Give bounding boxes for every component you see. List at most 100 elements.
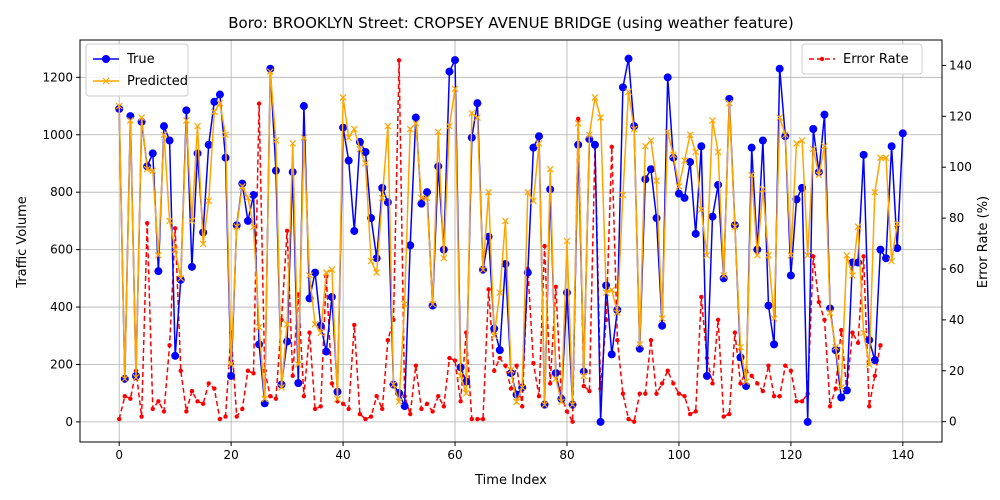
data-point [294,361,302,368]
data-point [204,140,213,149]
data-point [675,183,683,190]
data-point [401,300,409,308]
data-point [626,416,631,422]
data-point [893,220,901,228]
data-point [854,223,862,231]
data-point [708,212,717,221]
data-point [150,406,155,412]
data-point [865,361,873,368]
data-point [794,399,799,404]
y-tick-label-left: 400 [50,300,73,314]
data-point [361,147,370,156]
data-point [646,165,655,174]
x-tick-label: 0 [115,448,123,462]
data-point [837,393,846,402]
data-point [462,389,470,397]
data-point [849,272,856,279]
data-point [641,142,649,150]
data-point [205,197,213,205]
data-point [839,327,844,333]
data-point [877,154,884,162]
data-point [154,251,162,259]
data-point [475,416,480,422]
data-point [199,240,207,248]
data-point [597,114,604,121]
data-point [452,358,458,363]
data-point [534,132,543,141]
data-point [115,102,123,110]
data-point [245,368,251,373]
data-point [318,404,323,409]
data-point [816,299,822,305]
data-point [396,58,402,63]
data-point [400,402,409,411]
data-point [300,134,308,142]
data-point [468,109,476,117]
data-point [423,194,431,202]
data-point [383,198,392,207]
plot-frame [79,39,943,443]
x-tick-label: 40 [335,448,350,462]
legend-label: Error Rate [843,52,909,67]
data-point [352,322,357,328]
data-point [299,102,308,111]
data-point [244,194,252,202]
traffic-layer [115,54,907,426]
data-point [480,416,486,422]
data-point [187,262,196,271]
data-point [184,409,189,414]
data-point [200,401,206,407]
data-point [307,330,312,335]
data-point [255,340,264,349]
data-point [809,145,817,153]
data-point [703,251,711,259]
data-point [340,401,346,407]
data-point [234,414,239,419]
data-point [429,300,437,308]
data-point [283,337,292,346]
series-line [118,71,898,405]
x-tick-label: 120 [779,448,802,462]
axes: 0 20 40 60 80 100 120 140 0 200 400 600 800 1000 1200 0… [42,58,971,462]
data-point [820,110,829,119]
y-tick-label-right: 120 [949,109,972,123]
data-point [827,404,833,409]
data-point [149,167,157,175]
data-point [446,122,453,130]
data-point [581,383,586,389]
data-point [121,375,129,383]
data-point [356,145,364,153]
data-point [178,368,183,373]
data-point [699,294,704,300]
data-point [615,338,620,343]
x-tick-label: 100 [667,448,690,462]
data-point [737,343,744,351]
data-point [686,158,695,167]
data-point [495,346,504,355]
data-point [243,216,252,225]
data-point [284,228,290,234]
data-point [223,414,228,419]
data-point [624,54,633,63]
data-point [663,73,672,82]
data-point [473,114,481,121]
data-point [161,409,167,414]
data-point [434,162,443,171]
data-point [815,171,823,179]
data-point [625,88,632,96]
y-tick-label-left: 0 [65,415,73,429]
data-point [809,125,818,134]
data-point [160,131,168,139]
data-point [339,94,347,101]
data-point [659,381,665,386]
legend-box [85,43,189,97]
data-point [725,99,733,107]
data-point [227,371,236,380]
data-point [518,384,526,391]
data-point [176,275,185,284]
data-point [188,217,196,225]
data-point [496,289,504,297]
data-point [529,197,537,205]
data-point [664,128,672,136]
